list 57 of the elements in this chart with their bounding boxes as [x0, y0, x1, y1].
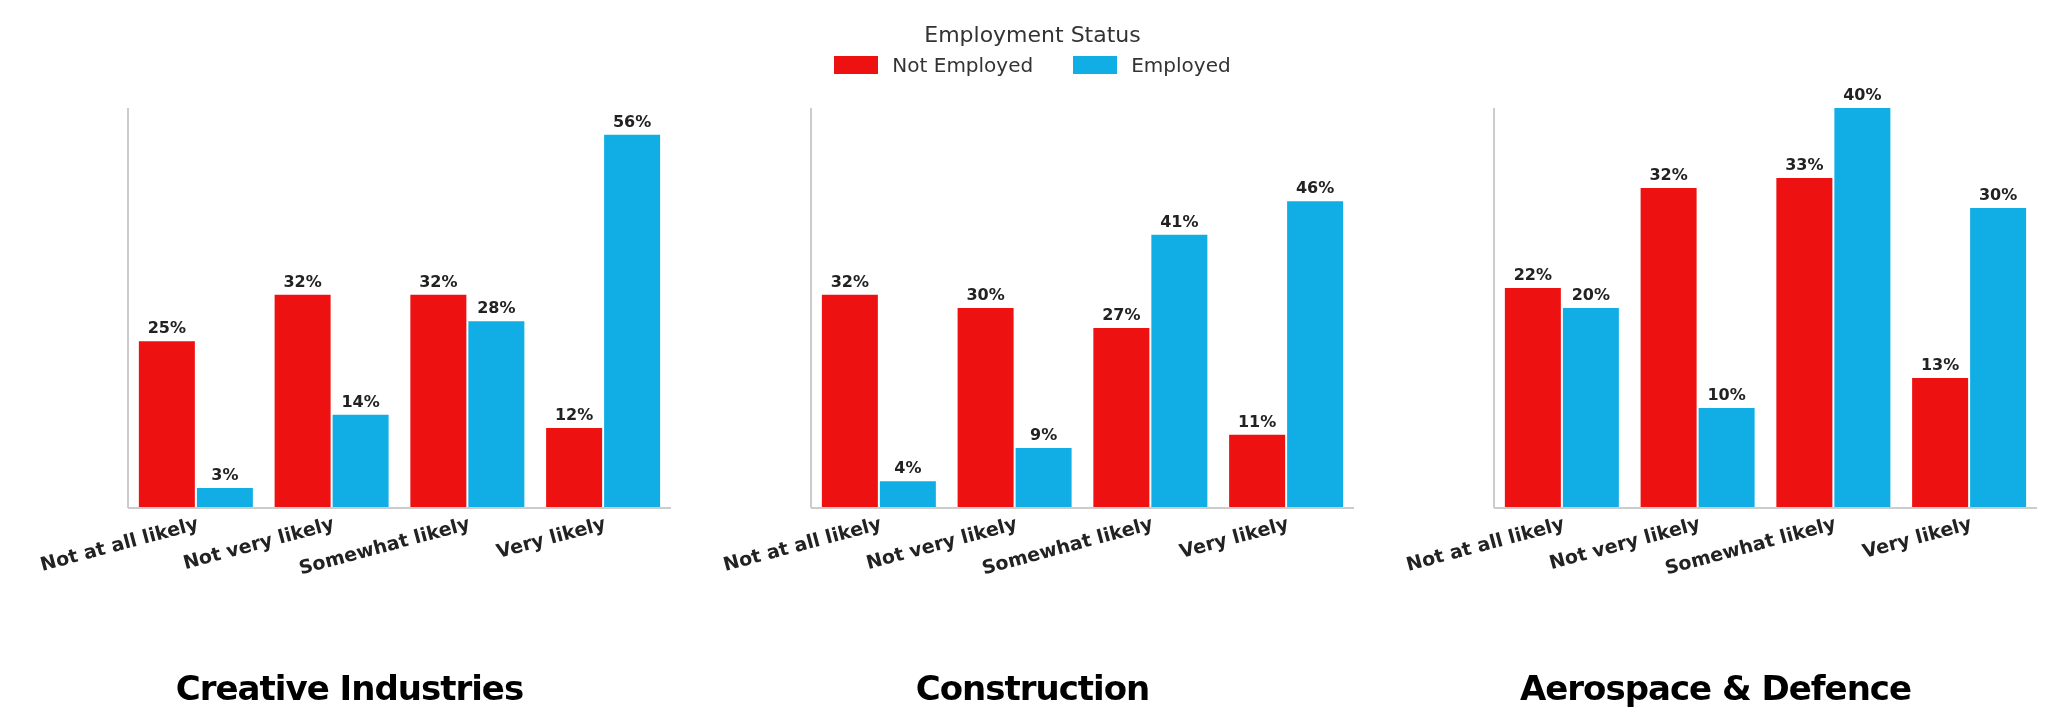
bar: [1504, 288, 1561, 508]
bar: [1698, 408, 1755, 508]
bar: [274, 294, 331, 508]
data-label: 12%: [554, 405, 594, 424]
data-label: 46%: [1295, 178, 1335, 198]
bar: [1229, 434, 1286, 508]
data-label: 30%: [966, 285, 1005, 304]
data-label: 14%: [341, 391, 380, 411]
x-tick-label: Very likely: [493, 511, 609, 562]
data-label: 56%: [612, 111, 652, 131]
bar: [410, 294, 467, 508]
bar: [1015, 448, 1072, 508]
data-label: 4%: [894, 458, 922, 478]
data-label: 33%: [1785, 155, 1824, 174]
data-label: 41%: [1160, 211, 1199, 231]
data-label: 30%: [1978, 185, 2018, 204]
text: Aerospace & Defence: [1518, 668, 1913, 708]
bar: [1834, 108, 1891, 508]
data-label: 10%: [1707, 385, 1746, 404]
text: Creative Industries: [174, 668, 525, 708]
data-label: 27%: [1102, 305, 1141, 324]
data-label: 3%: [211, 465, 239, 484]
data-label: 32%: [1649, 165, 1688, 184]
data-label: 40%: [1843, 85, 1882, 104]
data-label: 28%: [477, 298, 516, 318]
data-label: 9%: [1030, 425, 1058, 444]
data-label: 13%: [1920, 355, 1960, 374]
data-label: 22%: [1513, 265, 1553, 284]
data-label: 32%: [830, 271, 870, 291]
bar: [1093, 328, 1150, 508]
x-tick-label: Very likely: [1859, 511, 1975, 562]
bar: [196, 488, 253, 508]
bar: [1776, 178, 1833, 508]
data-label: 11%: [1237, 411, 1277, 431]
bar: [138, 341, 195, 508]
data-label: 25%: [147, 318, 187, 338]
bar: [468, 321, 525, 508]
x-tick-label: Very likely: [1176, 511, 1292, 562]
bar: [1151, 234, 1208, 508]
bar: [1970, 208, 2027, 508]
bar: [546, 428, 603, 508]
text: Construction: [914, 668, 1151, 708]
bar: [821, 294, 878, 508]
bar: [332, 414, 389, 508]
data-label: 32%: [283, 271, 322, 291]
data-label: 32%: [419, 271, 458, 291]
bar: [957, 308, 1014, 508]
legend-label: Employed: [1131, 53, 1231, 77]
bar: [1287, 201, 1344, 508]
legend-label: Not Employed: [892, 53, 1034, 77]
data-label: 20%: [1571, 285, 1611, 304]
bar: [1640, 188, 1697, 508]
bar: [879, 481, 936, 508]
bar: [1912, 378, 1969, 508]
bar: [604, 134, 661, 508]
legend-title: Employment Status: [924, 22, 1141, 47]
bar: [1562, 308, 1619, 508]
